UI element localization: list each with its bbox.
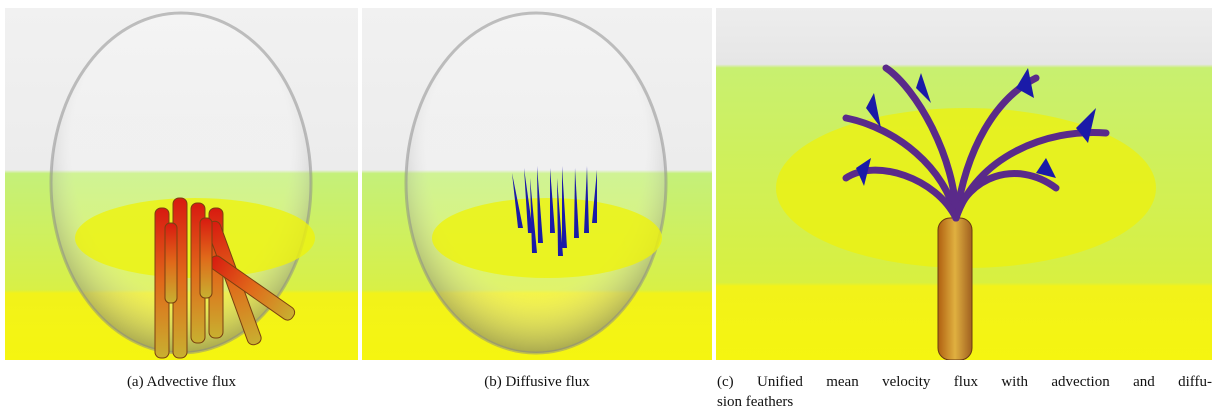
caption: (a) Advective flux xyxy=(5,372,358,392)
caption: (b) Diffusive flux xyxy=(362,372,712,392)
figure: {"panels": [ {"caption": "(a) Advective … xyxy=(0,0,1217,419)
caption-line: (c) Unified mean velocity flux with adve… xyxy=(717,372,1212,392)
caption-line: sion feathers xyxy=(717,392,1212,412)
panel-c-image xyxy=(716,8,1212,360)
panel-a-image xyxy=(5,8,358,360)
panel-b-image xyxy=(362,8,712,360)
caption: (c) Unified mean velocity flux with adve… xyxy=(717,372,1212,412)
